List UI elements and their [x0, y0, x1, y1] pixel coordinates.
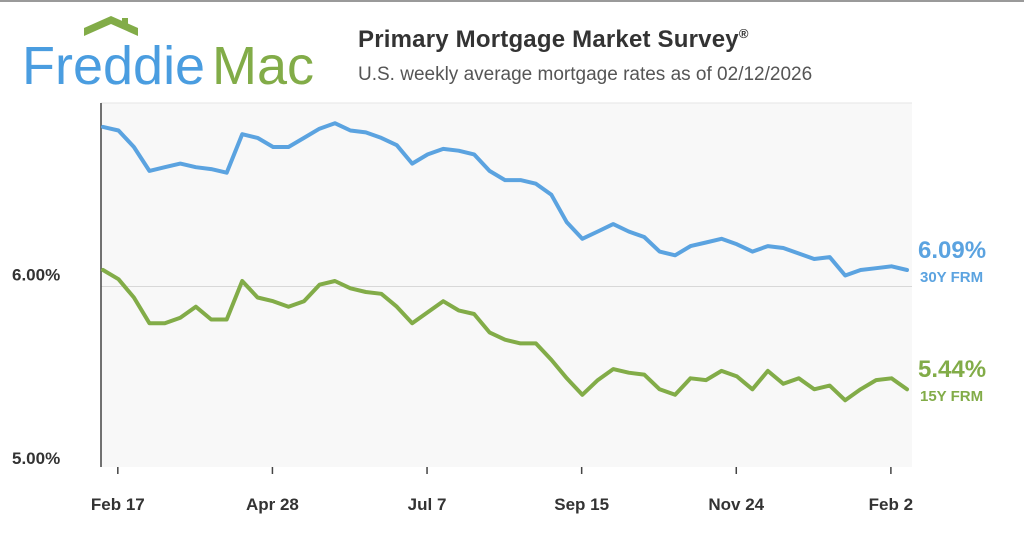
x-tick-label: Apr 28	[246, 495, 299, 514]
x-tick-label: Sep 15	[554, 495, 609, 514]
plot-area	[101, 103, 912, 467]
chart-title: Primary Mortgage Market Survey®	[358, 26, 749, 54]
x-tick-label: Feb 17	[91, 495, 145, 514]
top-border	[0, 0, 1024, 2]
x-tick-label: Jul 7	[408, 495, 447, 514]
logo-text-freddie: Freddie	[22, 36, 205, 94]
label-30y-name: 30Y FRM	[920, 269, 984, 286]
x-tick-label: Nov 24	[708, 495, 764, 514]
chart-subtitle: U.S. weekly average mortgage rates as of…	[358, 64, 813, 85]
y-tick-label: 6.00%	[12, 266, 60, 285]
logo-text-mac: Mac	[212, 36, 314, 94]
registered-mark: ®	[738, 26, 749, 41]
label-15y-name: 15Y FRM	[920, 388, 984, 405]
y-tick-label: 5.00%	[12, 449, 60, 468]
label-30y-value: 6.09%	[918, 237, 987, 264]
label-15y-value: 5.44%	[918, 356, 987, 383]
chart-title-text: Primary Mortgage Market Survey	[358, 26, 739, 53]
freddie-mac-logo: Freddie Mac	[22, 16, 314, 94]
x-tick-label: Feb 2	[869, 495, 913, 514]
